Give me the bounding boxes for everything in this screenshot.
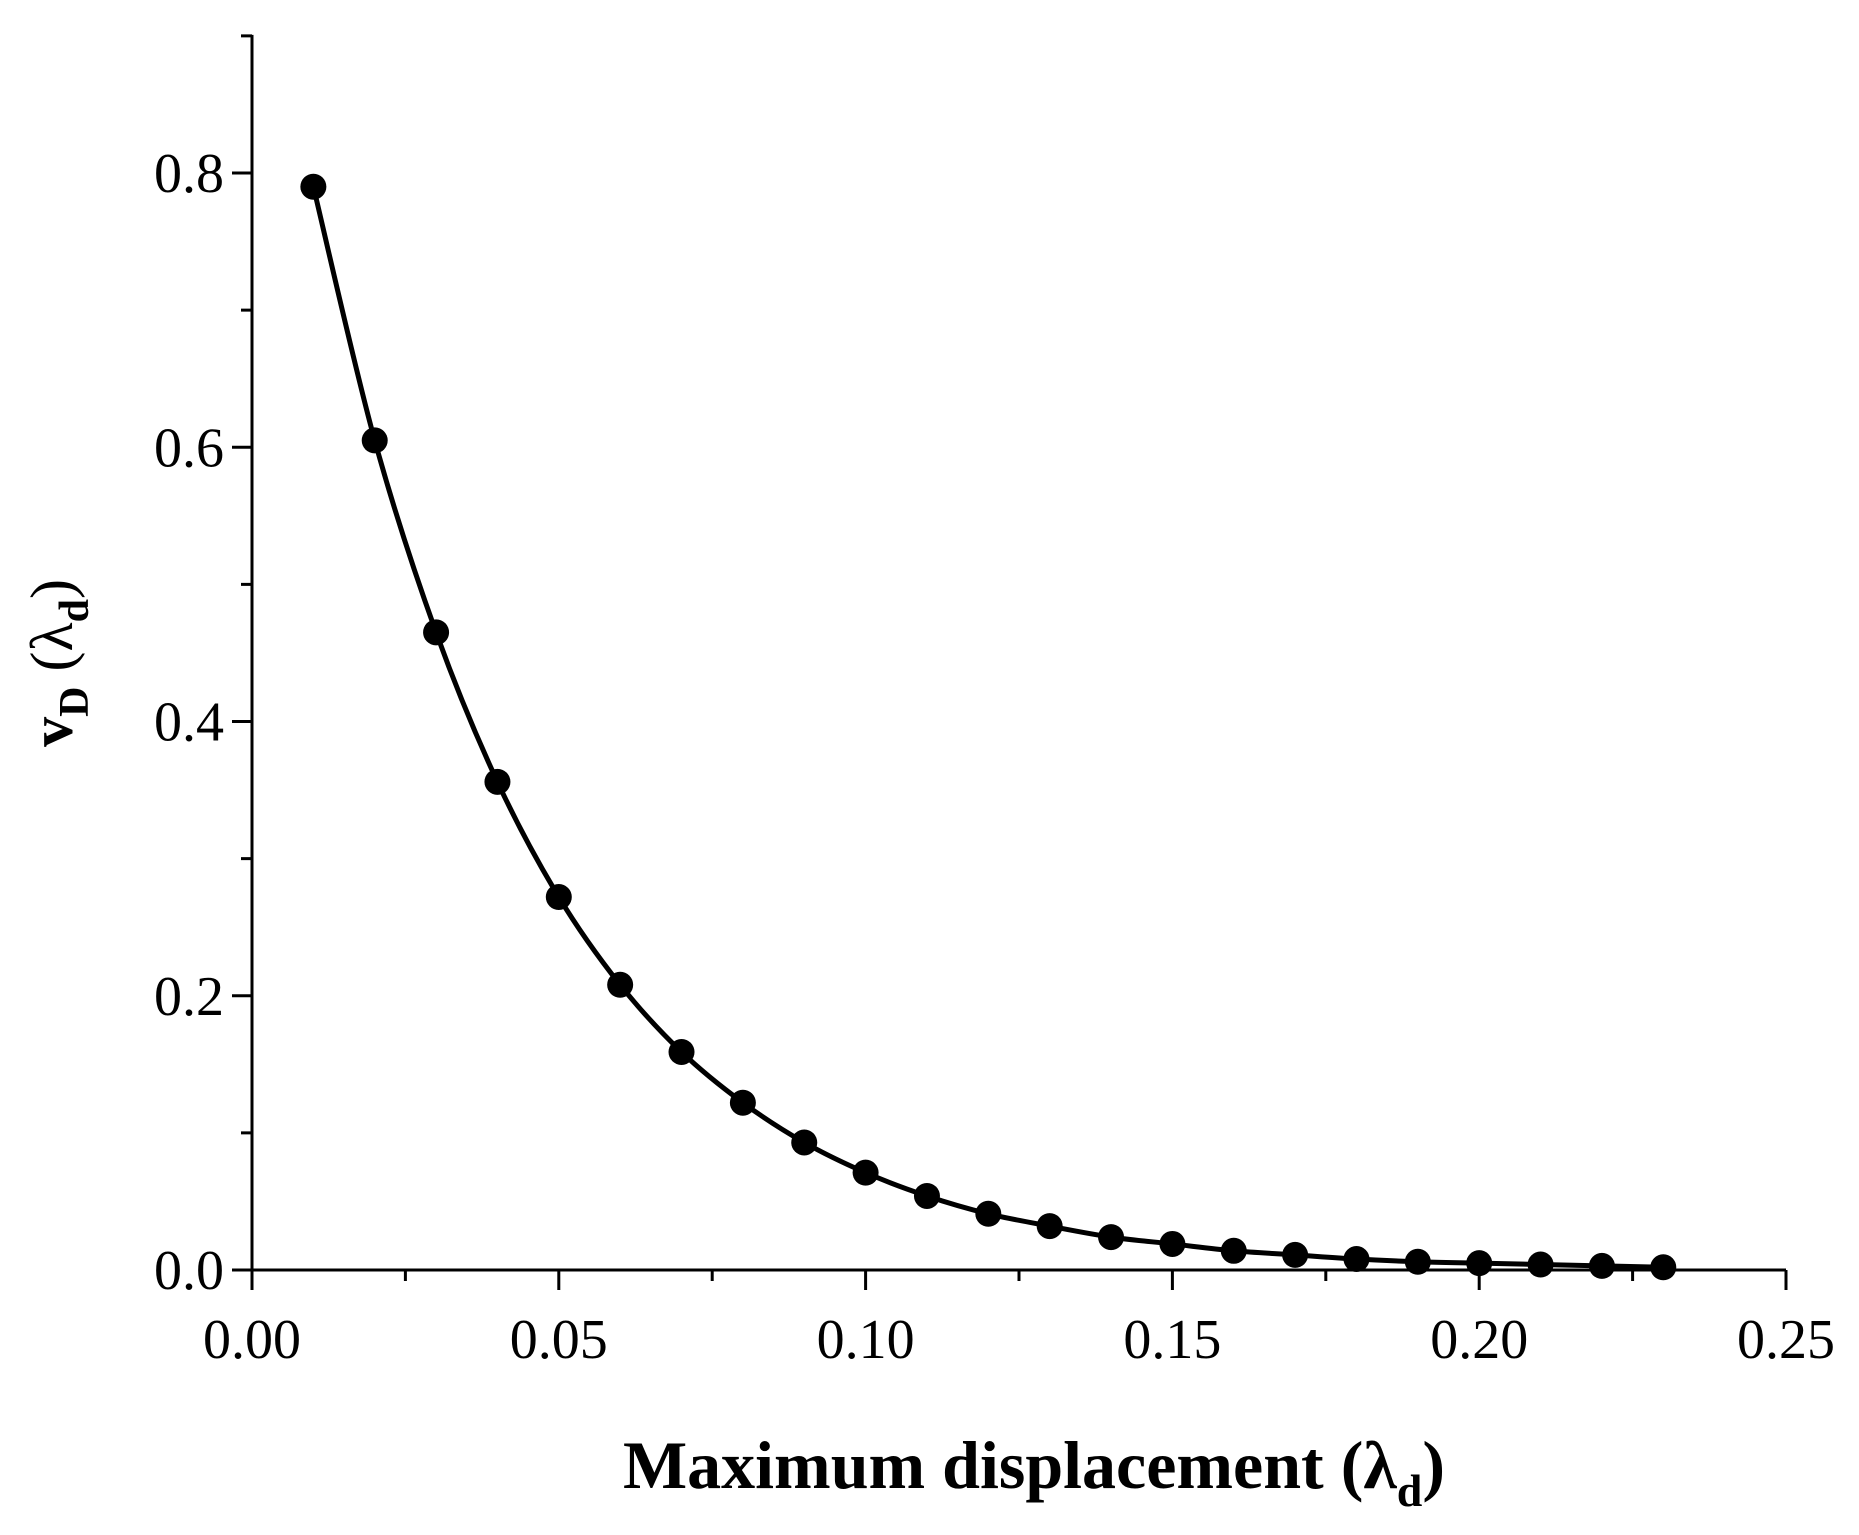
data-point <box>913 1182 940 1209</box>
data-point <box>791 1129 818 1156</box>
y-tick-label: 0.8 <box>154 143 224 205</box>
series-points <box>300 173 1677 1281</box>
data-point <box>1527 1251 1554 1278</box>
ticks <box>232 34 1788 1290</box>
x-tick-label: 0.20 <box>1430 1309 1528 1371</box>
y-axis-title-close: ) <box>19 579 85 599</box>
x-axis-title-close: ) <box>1422 1427 1445 1503</box>
data-point <box>484 768 511 795</box>
data-point <box>1220 1237 1247 1264</box>
data-point <box>300 173 327 200</box>
y-axis-title: vD (λd) <box>19 579 98 747</box>
data-point <box>1343 1246 1370 1273</box>
data-point <box>361 427 388 454</box>
y-tick-label: 0.2 <box>154 966 224 1028</box>
axis-titles: Maximum displacement (λd)vD (λd) <box>19 579 1445 1516</box>
tick-labels: 0.00 0.05 0.10 0.15 0.20 0.25 0.0 0.2 0.4 0.6 0.8 <box>154 143 1835 1371</box>
data-point <box>668 1038 695 1065</box>
series-curve <box>310 186 1664 1270</box>
x-tick-label: 0.05 <box>510 1309 608 1371</box>
data-point <box>1466 1250 1493 1277</box>
data-point <box>975 1200 1002 1227</box>
x-tick-label: 0.15 <box>1123 1309 1221 1371</box>
x-axis-title: Maximum displacement (λd) <box>623 1427 1445 1516</box>
axes <box>250 34 1786 1272</box>
y-tick-label: 0.6 <box>154 417 224 479</box>
data-point <box>423 619 450 646</box>
x-axis-title-sub: d <box>1397 1465 1423 1516</box>
data-point <box>1404 1248 1431 1275</box>
data-point <box>1098 1224 1125 1251</box>
series-line <box>310 186 1664 1270</box>
y-axis-title-sub2: d <box>52 599 98 622</box>
x-tick-label: 0.25 <box>1737 1309 1835 1371</box>
data-point <box>607 971 634 998</box>
y-axis-title-main: v <box>19 717 85 747</box>
x-tick-label: 0.10 <box>817 1309 915 1371</box>
data-point <box>852 1159 879 1186</box>
x-axis-title-main: Maximum displacement (λ <box>623 1427 1397 1503</box>
y-axis-title-sub1: D <box>52 686 98 716</box>
y-axis-title-mid: (λ <box>19 622 85 686</box>
x-tick-label: 0.00 <box>203 1309 301 1371</box>
data-point <box>729 1089 756 1116</box>
y-tick-label: 0.4 <box>154 692 224 754</box>
data-point <box>1159 1230 1186 1257</box>
data-point <box>1650 1254 1677 1281</box>
data-point <box>1282 1241 1309 1268</box>
data-point <box>545 884 572 911</box>
data-point <box>1036 1213 1063 1240</box>
data-point <box>1588 1252 1615 1279</box>
y-tick-label: 0.0 <box>154 1240 224 1302</box>
